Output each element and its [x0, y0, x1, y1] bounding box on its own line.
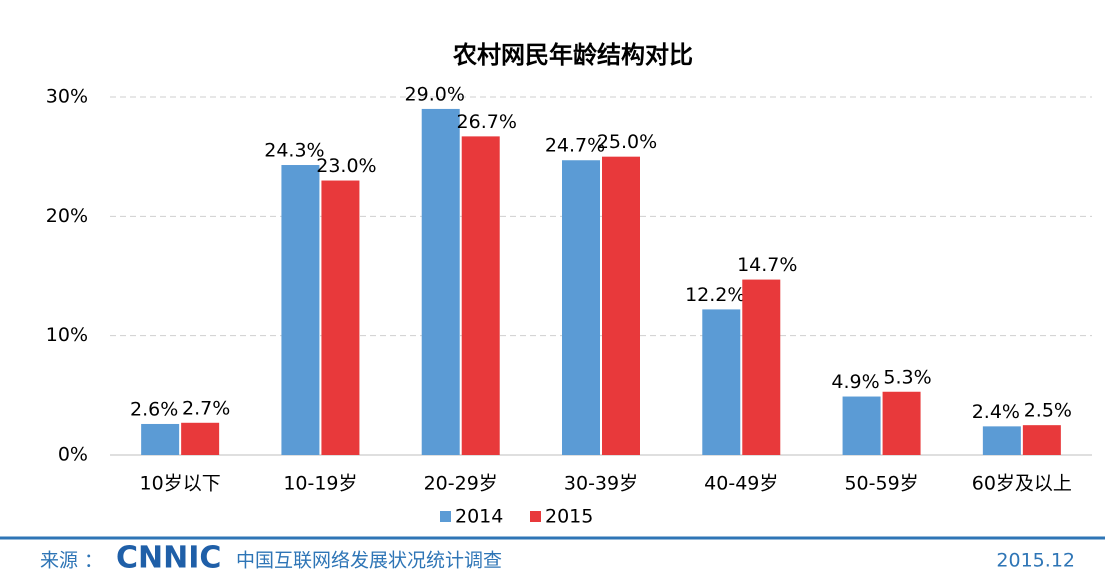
bar [842, 396, 881, 455]
bar [141, 423, 180, 455]
bar [602, 156, 640, 455]
x-tick-label: 60岁及以上 [972, 473, 1072, 495]
value-label: 2.7% [182, 397, 230, 419]
bar [421, 108, 460, 455]
x-tick-label: 50-59岁 [844, 473, 918, 495]
value-label: 2.4% [972, 401, 1020, 423]
value-label: 12.2% [685, 284, 745, 306]
value-label: 2.6% [130, 398, 178, 420]
value-label: 24.7% [545, 135, 605, 157]
logo: CNNIC [116, 541, 221, 573]
x-tick-label: 10-19岁 [283, 473, 357, 495]
value-label: 2.5% [1024, 400, 1072, 422]
legend-swatch [440, 511, 451, 522]
bar [982, 426, 1021, 455]
bar [562, 160, 600, 455]
bar [281, 165, 320, 455]
bar [702, 309, 741, 455]
legend-label: 2015 [545, 506, 593, 528]
value-label: 29.0% [405, 83, 465, 105]
date: 2015.12 [996, 550, 1075, 572]
y-tick-label: 20% [46, 205, 88, 227]
x-tick-label: 20-29岁 [424, 473, 498, 495]
bar [461, 136, 500, 455]
source-label: 来源 ： [40, 550, 103, 572]
y-tick-label: 30% [46, 86, 88, 108]
x-tick-label: 30-39岁 [564, 473, 638, 495]
value-label: 5.3% [883, 366, 931, 388]
legend-swatch [530, 511, 541, 522]
bar [321, 180, 360, 456]
bar [181, 422, 220, 455]
x-tick-label: 40-49岁 [704, 473, 778, 495]
chart-title: 农村网民年龄结构对比 [452, 41, 693, 69]
y-tick-label: 10% [46, 324, 88, 346]
bar [1022, 425, 1061, 455]
bar [882, 391, 921, 455]
y-tick-label: 0% [58, 444, 88, 466]
value-label: 24.3% [264, 140, 324, 162]
value-label: 23.0% [316, 155, 376, 177]
value-label: 26.7% [457, 111, 517, 133]
value-label: 4.9% [831, 371, 879, 393]
value-label: 14.7% [737, 254, 797, 276]
x-tick-label: 10岁以下 [140, 473, 221, 495]
bar [742, 279, 781, 455]
value-label: 25.0% [597, 131, 657, 153]
legend-label: 2014 [455, 506, 503, 528]
source: 中国互联网络发展状况统计调查 [236, 550, 502, 572]
